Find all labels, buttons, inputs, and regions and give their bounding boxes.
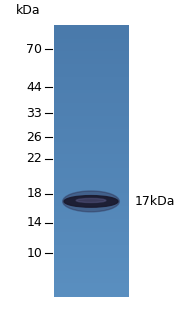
Ellipse shape xyxy=(76,198,106,202)
Ellipse shape xyxy=(63,191,119,212)
Text: 70: 70 xyxy=(26,43,42,55)
Text: 26: 26 xyxy=(26,131,42,144)
Text: 17kDa: 17kDa xyxy=(135,195,176,208)
Text: 22: 22 xyxy=(26,152,42,165)
Text: 18: 18 xyxy=(26,187,42,200)
Text: kDa: kDa xyxy=(16,4,41,17)
Text: 14: 14 xyxy=(26,216,42,229)
Text: 10: 10 xyxy=(26,247,42,260)
Text: 33: 33 xyxy=(26,106,42,119)
Text: 44: 44 xyxy=(26,81,42,94)
Ellipse shape xyxy=(64,196,118,207)
